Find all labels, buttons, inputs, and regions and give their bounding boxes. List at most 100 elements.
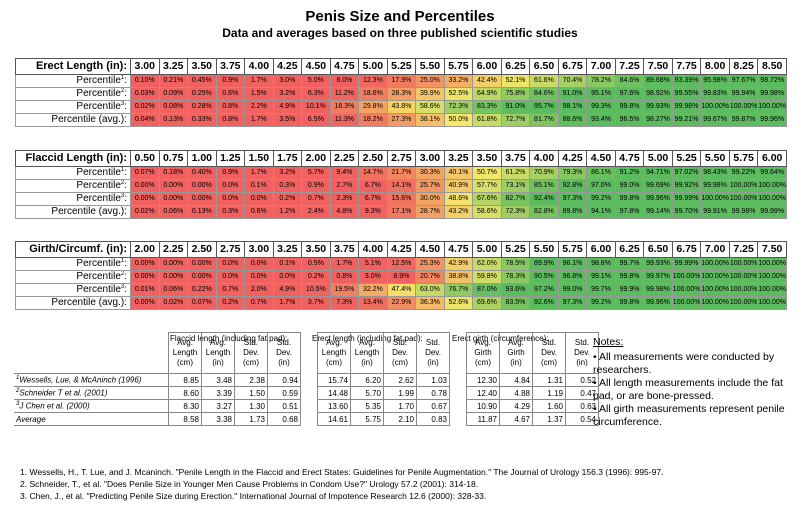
percentile-cell: 29.8%	[358, 100, 388, 114]
row-label-text: Percentile	[76, 75, 121, 87]
percentile-cell: 98.72%	[757, 74, 787, 88]
average-value-cell: 0.54	[565, 412, 599, 426]
percentile-cell: 99.7%	[614, 257, 645, 271]
percentile-cell: 99.92%	[671, 179, 702, 193]
percentile-cell: 2.2%	[244, 100, 274, 114]
average-value-cell: 1.03	[416, 373, 450, 387]
percentile-cell: 98.92%	[643, 87, 673, 101]
percentile-cell: 0.00%	[130, 270, 160, 284]
notes-box: Notes: • All measurements were conducted…	[593, 336, 788, 429]
size-header-cell: 6.75	[671, 241, 702, 258]
percentile-cell: 28.3%	[386, 87, 417, 101]
source-superscript: 1	[16, 375, 20, 382]
averages-row: 1Wessells, Lue, & McAninch (1996) 8.85 3.4…	[14, 373, 599, 387]
percentile-cell: 100.00%	[728, 179, 759, 193]
size-header-cell: 4.50	[301, 58, 331, 75]
percentile-cell: 0.8%	[215, 113, 246, 127]
percentile-cell: 6.3%	[301, 87, 331, 101]
study-name-text: Schneider T et al. (2001)	[19, 388, 108, 398]
percentile-cell: 83.5%	[500, 296, 531, 310]
percentile-row: Percentile1: 0.07% 0.18% 0.40% 0.9% 1.7% 3.2% 5…	[15, 166, 787, 180]
averages-column-head: Avg. Girth (in)	[499, 332, 533, 374]
percentile-cell: 5.7%	[301, 166, 331, 180]
percentile-cell: 0.40%	[187, 166, 217, 180]
average-value-cell: 4.67	[499, 412, 533, 426]
percentile-cell: 8.9%	[386, 270, 417, 284]
percentile-row: Percentile1: 0.00% 0.00% 0.00% 0.0% 0.0% 0.1% 0…	[15, 257, 787, 271]
source-superscript: 2	[16, 388, 20, 395]
percentile-cell: 0.10%	[130, 74, 160, 88]
percentile-cell: 100.00%	[757, 179, 787, 193]
percentile-cell: 75.8%	[500, 87, 531, 101]
averages-column-head: Avg. Length (in)	[350, 332, 384, 374]
average-value-cell: 6.20	[350, 373, 384, 387]
percentile-cell: 83.3%	[472, 100, 502, 114]
percentile-cell: 0.08%	[158, 100, 189, 114]
percentile-cell: 3.5%	[272, 113, 303, 127]
percentile-cell: 43.2%	[443, 205, 474, 219]
percentile-cell: 14.7%	[358, 166, 388, 180]
percentile-row-label: Percentile2:	[15, 87, 131, 101]
size-header-cell: 5.25	[500, 241, 531, 258]
average-value-cell: 1.19	[532, 386, 566, 400]
percentile-row: Percentile2: 0.00% 0.00% 0.00% 0.0% 0.0% 0.0% 0…	[15, 270, 787, 284]
percentile-cell: 78.3%	[500, 270, 531, 284]
percentile-cell: 100.00%	[700, 270, 730, 284]
percentile-cell: 99.98%	[700, 179, 730, 193]
percentile-cell: 99.97%	[643, 270, 673, 284]
size-header-row: Erect Length (in): 3.00 3.25 3.50 3.75 4.00 4.…	[15, 58, 787, 75]
average-value-cell: 3.38	[201, 412, 235, 426]
percentile-cell: 17.9%	[386, 74, 417, 88]
percentile-cell: 1.7%	[244, 166, 274, 180]
percentile-row: Percentile (avg.): 0.04% 0.13% 0.33% 0.8% 1.7…	[15, 113, 787, 127]
percentile-cell: 99.1%	[586, 270, 616, 284]
percentile-cell: 97.67%	[728, 74, 759, 88]
averages-row: 2Schneider T et al. (2001) 8.60 3.39 1.50 0.…	[14, 386, 599, 400]
flaccid-length-table: Flaccid Length (in): 0.50 0.75 1.00 1.25 1.50…	[15, 150, 787, 219]
size-header-cell: 6.25	[614, 241, 645, 258]
percentile-cell: 58.6%	[415, 100, 445, 114]
size-header-cell: 3.25	[158, 58, 189, 75]
size-header-cell: 3.00	[244, 241, 274, 258]
percentile-cell: 89.8%	[557, 205, 588, 219]
percentile-cell: 21.7%	[386, 166, 417, 180]
percentile-cell: 0.00%	[130, 296, 160, 310]
percentile-cell: 47.4%	[386, 283, 417, 297]
erect-length-table: Erect Length (in): 3.00 3.25 3.50 3.75 4.00 4.…	[15, 58, 787, 127]
page-subtitle: Data and averages based on three publish…	[222, 26, 578, 40]
average-value-cell: 13.60	[317, 399, 351, 413]
size-header-cell: 7.00	[700, 241, 730, 258]
average-value-cell: 1.70	[383, 399, 417, 413]
source-superscript: 3	[120, 284, 125, 291]
percentile-cell: 64.9%	[472, 87, 502, 101]
percentile-cell: 18.2%	[358, 113, 388, 127]
percentile-cell: 78.5%	[500, 257, 531, 271]
note-item: • All measurements were conducted by res…	[593, 351, 775, 376]
percentile-cell: 99.3%	[586, 100, 616, 114]
percentile-row-label: Percentile3:	[15, 192, 131, 206]
percentile-cell: 0.3%	[272, 179, 303, 193]
size-header-cell: 4.00	[529, 150, 559, 167]
percentile-cell: 99.8%	[614, 192, 645, 206]
column-gap	[301, 413, 318, 426]
percentile-cell: 10.5%	[301, 283, 331, 297]
column-gap	[450, 387, 467, 400]
percentile-cell: 99.96%	[643, 296, 673, 310]
size-header-cell: 3.75	[329, 241, 360, 258]
percentile-cell: 6.7%	[358, 192, 388, 206]
percentile-cell: 73.1%	[500, 179, 531, 193]
percentile-cell: 96.8%	[557, 270, 588, 284]
average-value-cell: 2.10	[383, 412, 417, 426]
percentile-cell: 100.00%	[757, 100, 787, 114]
percentile-cell: 48.6%	[443, 192, 474, 206]
percentile-cell: 0.00%	[187, 179, 217, 193]
percentile-cell: 94.71%	[643, 166, 673, 180]
percentile-cell: 0.00%	[158, 257, 189, 271]
average-value-cell: 4.84	[499, 373, 533, 387]
percentile-cell: 67.6%	[472, 192, 502, 206]
percentile-cell: 99.64%	[757, 166, 787, 180]
percentile-cell: 100.00%	[700, 283, 730, 297]
percentile-cell: 5.1%	[358, 257, 388, 271]
percentile-cell: 2.7%	[329, 179, 360, 193]
percentile-row: Percentile (avg.): 0.00% 0.02% 0.07% 0.2% 0.7…	[15, 296, 787, 310]
